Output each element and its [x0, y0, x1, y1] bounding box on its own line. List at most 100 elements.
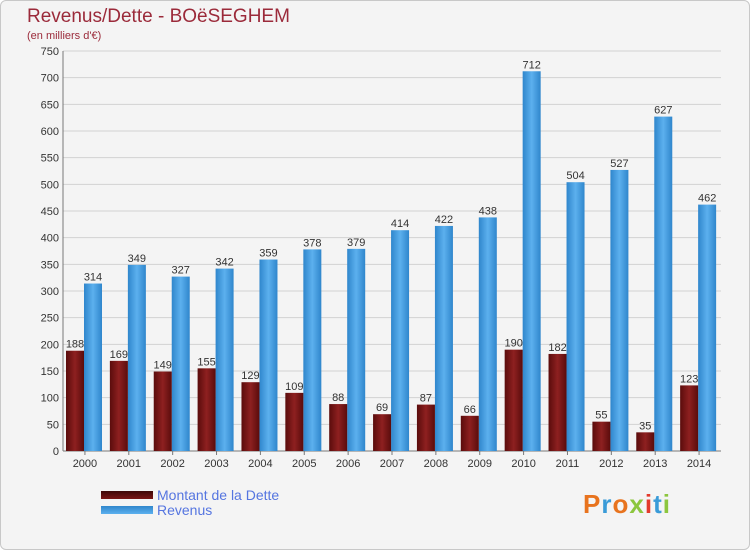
- bar-debt: [504, 349, 523, 451]
- bar-revenue: [259, 259, 278, 451]
- logo-letter: i: [644, 489, 654, 519]
- data-label-debt: 169: [110, 349, 128, 361]
- legend-swatch-debt: [101, 491, 153, 499]
- logo-letter: i: [662, 489, 671, 519]
- y-tick-label: 650: [41, 99, 59, 111]
- bar-revenue: [127, 264, 146, 451]
- bar-revenue: [654, 116, 673, 451]
- y-tick-label: 50: [47, 419, 59, 431]
- data-label-debt: 88: [332, 392, 344, 404]
- data-label-debt: 55: [595, 410, 607, 422]
- y-tick-label: 150: [41, 366, 59, 378]
- legend-label-revenue: Revenus: [157, 502, 213, 518]
- x-tick-label: 2006: [336, 458, 360, 470]
- x-tick-label: 2009: [467, 458, 491, 470]
- bar-revenue: [566, 182, 585, 451]
- y-tick-label: 0: [53, 446, 59, 458]
- data-label-debt: 129: [241, 370, 259, 382]
- data-label-revenue: 438: [479, 205, 497, 217]
- bar-debt: [285, 392, 304, 451]
- data-label-revenue: 314: [84, 272, 102, 284]
- y-tick-label: 450: [41, 206, 59, 218]
- data-label-debt: 182: [548, 342, 566, 354]
- data-label-debt: 188: [66, 339, 84, 351]
- bar-revenue: [171, 276, 190, 451]
- x-tick-label: 2008: [424, 458, 448, 470]
- bars: [66, 71, 717, 452]
- data-label-revenue: 627: [654, 105, 672, 117]
- bar-debt: [373, 414, 392, 451]
- bar-debt: [329, 404, 348, 451]
- logo-letter: t: [653, 489, 663, 519]
- bar-revenue: [698, 204, 717, 451]
- bar-revenue: [303, 249, 322, 451]
- data-label-revenue: 527: [610, 158, 628, 170]
- x-tick-label: 2010: [511, 458, 535, 470]
- x-tick-label: 2012: [599, 458, 623, 470]
- x-tick-label: 2000: [73, 458, 97, 470]
- data-label-debt: 69: [376, 402, 388, 414]
- data-labels: 188 314 169 349 149 327 155 342 129 359 109 378 88 37…: [66, 59, 716, 432]
- bar-debt: [109, 360, 128, 451]
- bar-revenue: [522, 71, 541, 452]
- bar-revenue: [347, 248, 366, 451]
- bar-debt: [548, 353, 567, 451]
- bar-debt: [636, 432, 655, 451]
- data-label-debt: 87: [420, 393, 432, 405]
- logo-letter: P: [583, 489, 602, 519]
- bar-revenue: [215, 268, 234, 451]
- data-label-revenue: 422: [435, 214, 453, 226]
- legend-swatch-revenue: [101, 506, 153, 514]
- y-tick-label: 250: [41, 313, 59, 325]
- y-tick-label: 600: [41, 126, 59, 138]
- y-tick-label: 750: [41, 46, 59, 58]
- x-tick-label: 2014: [687, 458, 711, 470]
- chart-subtitle: (en milliers d'€): [27, 30, 102, 42]
- data-label-revenue: 504: [566, 170, 584, 182]
- y-tick-label: 700: [41, 73, 59, 85]
- bar-debt: [460, 415, 479, 451]
- y-tick-label: 500: [41, 179, 59, 191]
- y-tick-label: 200: [41, 339, 59, 351]
- bar-debt: [66, 350, 84, 451]
- y-tick-label: 100: [41, 393, 59, 405]
- data-label-debt: 155: [197, 356, 215, 368]
- x-tick-label: 2004: [248, 458, 272, 470]
- data-label-revenue: 712: [522, 59, 540, 71]
- bar-debt: [153, 371, 172, 451]
- bar-revenue: [478, 217, 497, 451]
- proxiti-logo: Proxiti: [583, 489, 671, 520]
- data-label-revenue: 414: [391, 218, 409, 230]
- x-tick-label: 2011: [556, 458, 580, 470]
- y-tick-label: 300: [41, 286, 59, 298]
- bar-debt: [197, 368, 216, 451]
- bar-revenue: [610, 169, 629, 451]
- bar-revenue: [434, 225, 453, 451]
- data-label-revenue: 379: [347, 237, 365, 249]
- x-tick-label: 2003: [204, 458, 228, 470]
- legend-label-debt: Montant de la Dette: [157, 487, 280, 503]
- x-tick-label: 2013: [643, 458, 667, 470]
- data-label-debt: 190: [504, 338, 522, 350]
- axes: 0 50 100 150 200 250 300 350 400 450 500 550 600 650 7…: [41, 46, 721, 470]
- bar-revenue: [391, 230, 410, 451]
- bar-debt: [241, 382, 260, 451]
- logo-letter: x: [629, 489, 645, 519]
- y-tick-label: 400: [41, 233, 59, 245]
- x-tick-label: 2007: [380, 458, 404, 470]
- bar-debt: [592, 421, 611, 451]
- logo-letter: o: [612, 489, 630, 519]
- data-label-debt: 149: [154, 360, 172, 372]
- data-label-debt: 123: [680, 373, 698, 385]
- bar-debt: [680, 385, 699, 451]
- x-tick-label: 2001: [117, 458, 141, 470]
- data-label-revenue: 349: [128, 253, 146, 265]
- x-tick-label: 2005: [292, 458, 316, 470]
- logo-letter: r: [601, 489, 613, 519]
- data-label-revenue: 327: [172, 265, 190, 277]
- y-tick-label: 550: [41, 153, 59, 165]
- data-label-debt: 109: [285, 381, 303, 393]
- data-label-revenue: 462: [698, 193, 716, 205]
